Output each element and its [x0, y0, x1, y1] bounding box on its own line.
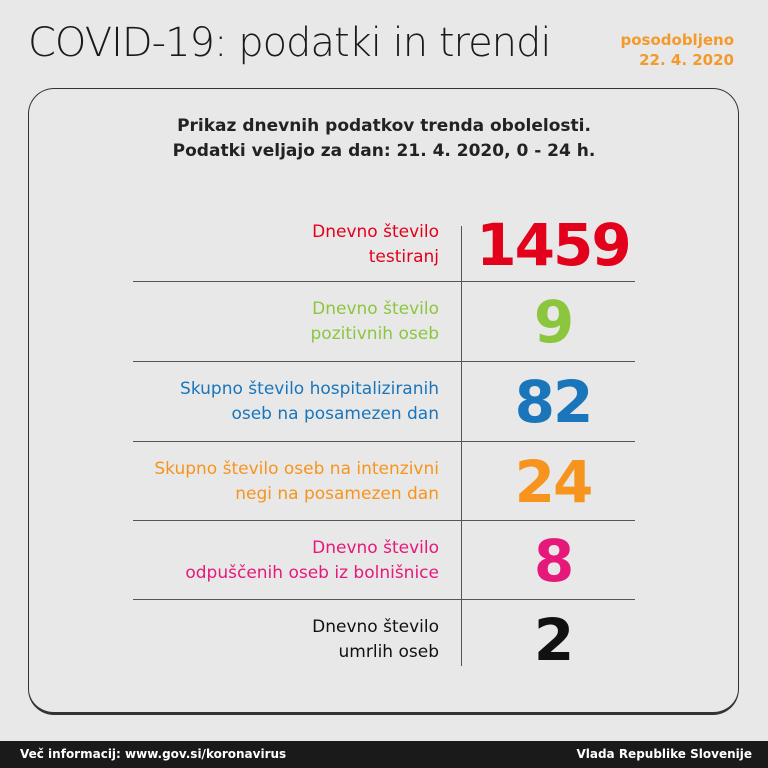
- stat-value: 2: [533, 605, 574, 674]
- stat-label: Dnevno število odpuščenih oseb iz bolniš…: [185, 537, 439, 583]
- stat-row-discharged: Dnevno število odpuščenih oseb iz bolniš…: [133, 520, 635, 600]
- stat-label: Skupno število oseb na intenzivni negi n…: [154, 458, 439, 504]
- column-divider: [461, 226, 462, 666]
- footer-org: Vlada Republike Slovenije: [576, 747, 752, 761]
- page-title: COVID-19: podatki in trendi: [28, 20, 552, 66]
- stat-row-icu: Skupno število oseb na intenzivni negi n…: [133, 441, 635, 521]
- subtitle: Prikaz dnevnih podatkov trenda obolelost…: [0, 114, 768, 164]
- stat-value: 8: [533, 526, 574, 595]
- stat-value: 1459: [476, 210, 631, 279]
- updated-date: 22. 4. 2020: [639, 51, 734, 69]
- stat-value: 24: [514, 447, 594, 516]
- stat-label: Dnevno število testiranj: [312, 221, 439, 267]
- stat-row-hospitalized: Skupno število hospitaliziranih oseb na …: [133, 361, 635, 441]
- footer: Več informacij: www.gov.si/koronavirus V…: [0, 741, 768, 768]
- stat-label: Dnevno število umrlih oseb: [312, 616, 439, 662]
- more-info-link[interactable]: Več informacij: www.gov.si/koronavirus: [20, 747, 287, 761]
- subtitle-line-2: Podatki veljajo za dan: 21. 4. 2020, 0 -…: [172, 141, 596, 161]
- updated-label: posodobljeno: [620, 31, 735, 49]
- stat-value: 9: [533, 287, 574, 356]
- data-card: [28, 88, 739, 715]
- update-info: posodobljeno 22. 4. 2020: [621, 30, 735, 70]
- stat-value: 82: [514, 367, 594, 436]
- stat-row-tests: Dnevno število testiranj 1459: [133, 205, 635, 284]
- stat-row-deaths: Dnevno število umrlih oseb 2: [133, 599, 635, 679]
- stat-label: Skupno število hospitaliziranih oseb na …: [180, 378, 439, 424]
- stat-row-positive: Dnevno število pozitivnih oseb 9: [133, 281, 635, 361]
- stat-label: Dnevno število pozitivnih oseb: [310, 298, 439, 344]
- subtitle-line-1: Prikaz dnevnih podatkov trenda obolelost…: [177, 116, 591, 136]
